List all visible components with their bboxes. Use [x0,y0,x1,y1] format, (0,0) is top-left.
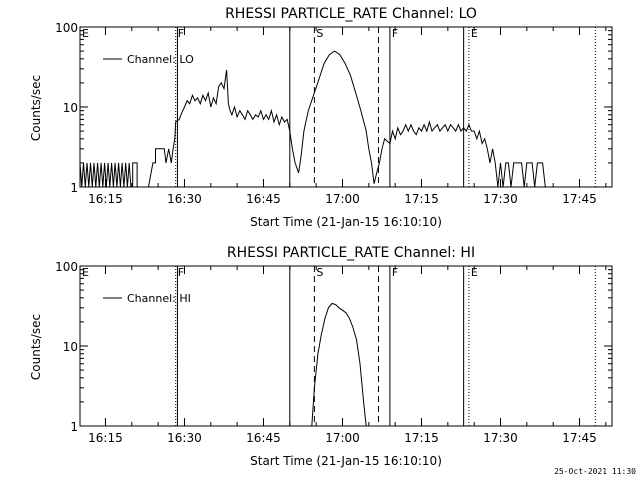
y-tick-label: 1 [70,420,78,434]
event-marker-label: F [178,266,184,279]
y-tick-label: 1 [70,181,78,195]
event-marker-label: F [178,27,184,40]
x-tick-label: 17:00 [325,192,360,206]
x-tick-label: 16:30 [167,431,202,445]
y-tick-label: 10 [63,101,78,115]
x-tick-label: 17:45 [562,431,597,445]
y-axis-label: Counts/sec [29,75,43,141]
event-marker-label: F [392,27,398,40]
x-tick-label: 16:45 [246,192,281,206]
x-tick-label: 16:45 [246,431,281,445]
generation-timestamp: 25-Oct-2021 11:30 [554,467,636,476]
x-tick-label: 17:15 [404,431,439,445]
event-marker-label: E [471,27,478,40]
event-marker-label: E [471,266,478,279]
x-tick-label: 17:00 [325,431,360,445]
y-axis-label: Counts/sec [29,314,43,380]
chart-title: RHESSI PARTICLE_RATE Channel: HI [227,245,475,261]
x-tick-label: 17:15 [404,192,439,206]
x-axis-label: Start Time (21-Jan-15 16:10:10) [250,215,442,229]
data-series-line [311,302,367,427]
legend-label: Channel: LO [127,53,194,66]
x-axis-label: Start Time (21-Jan-15 16:10:10) [250,454,442,468]
plot-frame [79,265,613,427]
x-tick-label: 17:30 [483,192,518,206]
event-marker-label: F [392,266,398,279]
y-tick-label: 10 [63,340,78,354]
legend-label: Channel: HI [127,292,191,305]
x-tick-label: 16:15 [88,431,123,445]
event-marker-label: S [316,27,323,40]
chart-title: RHESSI PARTICLE_RATE Channel: LO [225,6,477,22]
data-series-line [79,50,546,188]
x-tick-label: 16:30 [167,192,202,206]
event-marker-label: E [82,266,89,279]
y-tick-label: 100 [55,21,78,35]
lo-channel-panel: RHESSI PARTICLE_RATE Channel: LO Counts/… [29,6,613,229]
x-tick-label: 17:45 [562,192,597,206]
y-tick-label: 100 [55,260,78,274]
x-tick-label: 16:15 [88,192,123,206]
event-marker-label: E [82,27,89,40]
event-marker-label: S [316,266,323,279]
x-tick-label: 17:30 [483,431,518,445]
hi-channel-panel: RHESSI PARTICLE_RATE Channel: HI Counts/… [29,245,613,468]
